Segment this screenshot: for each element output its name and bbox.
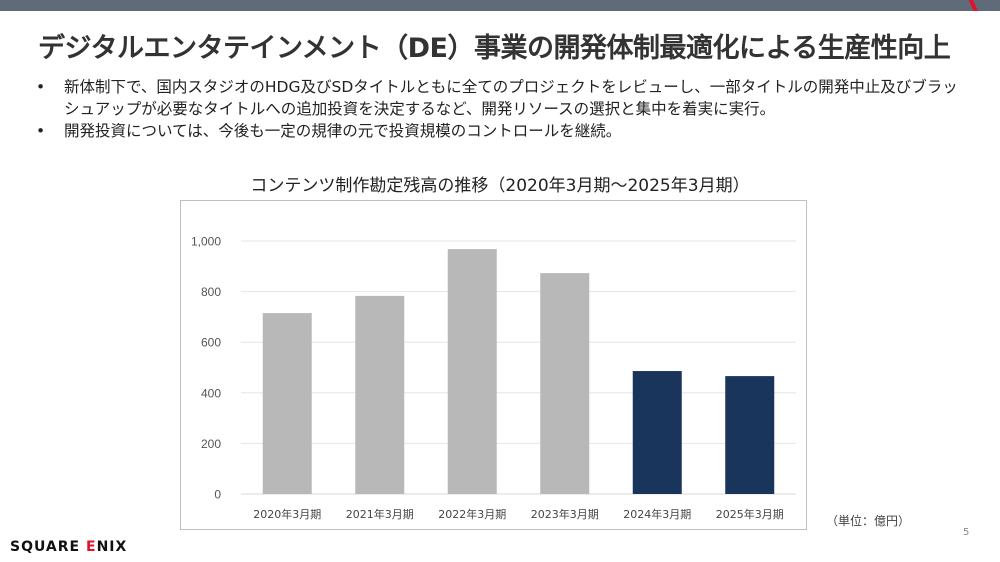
x-tick-label: 2021年3月期 bbox=[346, 507, 414, 521]
bar bbox=[632, 371, 682, 494]
square-enix-logo: SQUARE ENIX bbox=[10, 539, 127, 555]
slide-title: デジタルエンタテインメント（DE）事業の開発体制最適化による生産性向上 bbox=[38, 33, 951, 64]
x-tick-label: 2020年3月期 bbox=[253, 507, 321, 521]
y-tick-label: 0 bbox=[214, 488, 221, 502]
x-tick-label: 2022年3月期 bbox=[438, 507, 506, 521]
unit-note: （単位：億円） bbox=[826, 514, 911, 528]
bullet-dot: • bbox=[36, 122, 46, 140]
bullet-text: 新体制下で、国内スタジオのHDG及びSDタイトルともに全てのプロジェクトをレビュ… bbox=[64, 78, 958, 118]
bar bbox=[447, 249, 497, 494]
bullet-item: • 新体制下で、国内スタジオのHDG及びSDタイトルともに全てのプロジェクトをレ… bbox=[36, 76, 966, 120]
x-tick-label: 2023年3月期 bbox=[531, 507, 599, 521]
bar bbox=[355, 295, 405, 494]
page-number: 5 bbox=[963, 527, 970, 538]
chart-frame bbox=[180, 200, 807, 530]
x-tick-label: 2025年3月期 bbox=[716, 507, 784, 521]
y-tick-label: 1,000 bbox=[191, 235, 221, 249]
top-header-bar bbox=[0, 0, 1000, 11]
logo-text: NIX bbox=[96, 539, 128, 555]
bullet-dot: • bbox=[36, 78, 46, 96]
y-tick-label: 400 bbox=[201, 386, 221, 400]
chart-title: コンテンツ制作勘定残高の推移（2020年3月期～2025年3月期） bbox=[250, 176, 750, 196]
y-tick-label: 800 bbox=[201, 285, 221, 299]
bullet-text: 開発投資については、今後も一定の規律の元で投資規模のコントロールを継続。 bbox=[64, 122, 622, 140]
logo-text: SQUARE bbox=[10, 539, 86, 555]
y-tick-label: 200 bbox=[201, 437, 221, 451]
x-tick-label: 2024年3月期 bbox=[623, 507, 691, 521]
bar bbox=[262, 313, 312, 494]
logo-text-accent: E bbox=[85, 539, 97, 555]
bullet-item: • 開発投資については、今後も一定の規律の元で投資規模のコントロールを継続。 bbox=[36, 120, 966, 142]
y-tick-label: 600 bbox=[201, 336, 221, 350]
bar bbox=[540, 273, 590, 494]
bar bbox=[725, 376, 775, 494]
bullet-list: • 新体制下で、国内スタジオのHDG及びSDタイトルともに全てのプロジェクトをレ… bbox=[36, 76, 966, 142]
